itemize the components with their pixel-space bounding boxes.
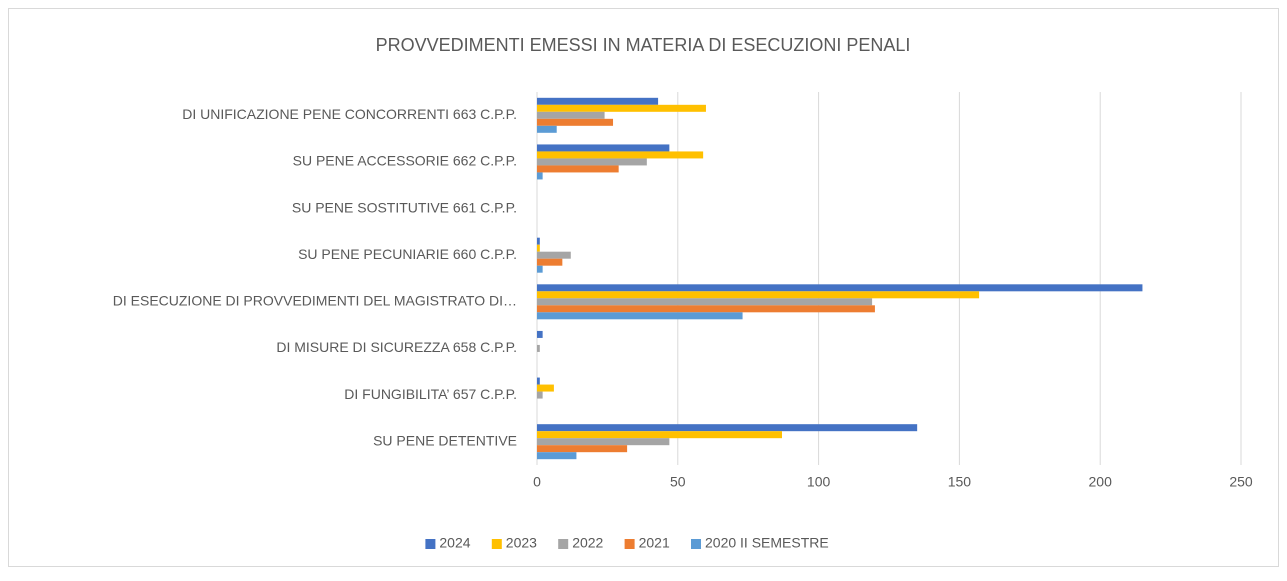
legend-swatch [691,539,701,549]
bar [537,344,540,352]
y-tick-label: DI MISURE DI SICUREZZA 658 C.P.P. [276,339,517,355]
bar [537,258,563,266]
legend-label: 2024 [439,535,470,551]
bar [537,104,706,112]
legend-label: 2020 II SEMESTRE [705,535,829,551]
y-tick-label: SU PENE ACCESSORIE 662 C.P.P. [293,153,517,169]
x-tick-label: 200 [1089,474,1113,490]
bar [537,111,605,119]
x-tick-label: 50 [670,474,686,490]
x-tick-label: 0 [533,474,541,490]
bar [537,445,628,453]
y-tick-label: SU PENE PECUNIARIE 660 C.P.P. [298,246,517,262]
bar [537,377,540,385]
bar [537,431,782,439]
bar [537,125,557,133]
x-tick-label: 150 [948,474,972,490]
x-tick-label: 100 [807,474,831,490]
bar [537,305,875,313]
legend-label: 2022 [572,535,603,551]
bar [537,118,614,126]
bar [537,244,540,252]
y-tick-label: DI FUNGIBILITA’ 657 C.P.P. [344,386,517,402]
y-tick-label: SU PENE DETENTIVE [373,432,517,448]
bar [537,172,543,180]
bar [537,391,543,399]
bar [537,291,980,299]
bar [537,165,619,173]
bar [537,265,543,273]
bar [537,97,659,105]
bar [537,158,647,166]
bar [537,330,543,338]
legend-swatch [491,539,502,549]
legend-swatch [558,539,569,549]
bar [537,424,918,432]
bar [537,144,670,152]
y-tick-label: DI ESECUZIONE DI PROVVEDIMENTI DEL MAGIS… [113,293,517,309]
legend-swatch [425,539,436,549]
bar [537,438,670,446]
bar [537,298,873,306]
chart-title: PROVVEDIMENTI EMESSI IN MATERIA DI ESECU… [376,35,911,55]
legend-label: 2023 [506,535,537,551]
bar [537,452,577,460]
bar [537,284,1143,292]
y-tick-label: SU PENE SOSTITUTIVE 661 C.P.P. [292,199,517,215]
bar [537,384,554,392]
legend-swatch [624,539,635,549]
bar [537,312,743,320]
y-tick-label: DI UNIFICAZIONE PENE CONCORRENTI 663 C.P… [182,106,517,122]
legend-label: 2021 [639,535,670,551]
bar [537,251,571,259]
bar [537,151,704,159]
bar [537,237,540,245]
x-tick-label: 250 [1229,474,1253,490]
